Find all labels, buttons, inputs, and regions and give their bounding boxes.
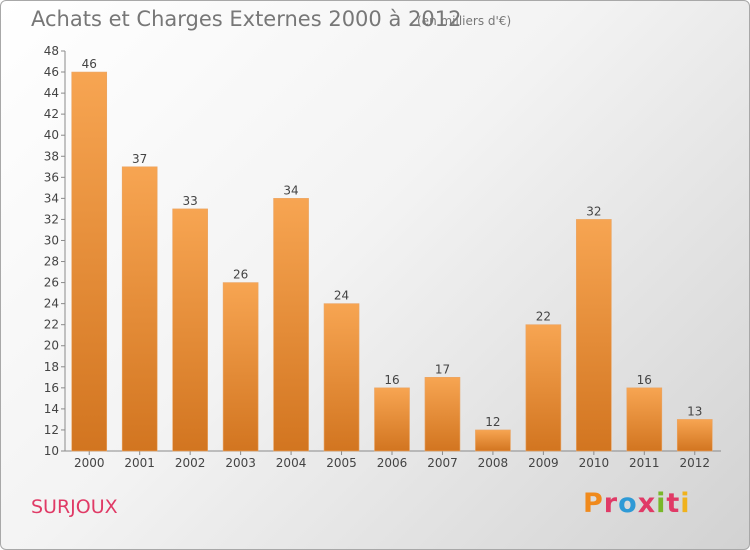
logo-letter: o: [618, 488, 638, 519]
bar-2000: [71, 71, 108, 452]
logo-letter: P: [583, 488, 604, 519]
y-tick-label: 34: [44, 191, 59, 205]
y-tick-label: 24: [44, 297, 59, 311]
y-tick-label: 26: [44, 276, 59, 290]
x-tick-label-2008: 2008: [478, 456, 509, 470]
x-tick-label-2010: 2010: [579, 456, 610, 470]
logo-letter: r: [603, 488, 619, 519]
y-tick-label: 28: [44, 255, 59, 269]
commune-name: SURJOUX: [31, 496, 118, 518]
value-label-2007: 17: [435, 362, 450, 376]
x-tick-label-2004: 2004: [276, 456, 307, 470]
chart-units: (en milliers d'€): [417, 14, 512, 28]
bar-2003: [222, 282, 259, 452]
chart-title: Achats et Charges Externes 2000 à 2012: [31, 7, 462, 31]
y-tick-label: 10: [44, 444, 59, 458]
bar-2008: [475, 429, 511, 452]
y-tick-label: 42: [44, 107, 59, 121]
labels: 46 2000 37 2001 33 2002 26 2003 34 2004 24 2005 16 20…: [74, 57, 710, 470]
value-label-2001: 37: [132, 152, 147, 166]
bar-2005: [323, 303, 360, 452]
y-tick-label: 38: [44, 149, 59, 163]
proxiti-logo[interactable]: Proxiti: [583, 488, 691, 519]
y-tick-label: 44: [44, 86, 59, 100]
x-tick-label-2002: 2002: [175, 456, 206, 470]
logo-letter: t: [666, 488, 681, 519]
x-tick-label-2005: 2005: [326, 456, 357, 470]
y-tick-label: 12: [44, 423, 59, 437]
value-label-2005: 24: [334, 289, 349, 303]
value-label-2010: 32: [586, 204, 601, 218]
y-tick-label: 36: [44, 170, 59, 184]
value-label-2002: 33: [183, 194, 198, 208]
value-label-2009: 22: [536, 310, 551, 324]
value-label-2000: 46: [82, 57, 97, 71]
y-tick-label: 16: [44, 381, 59, 395]
value-label-2006: 16: [384, 373, 399, 387]
value-label-2012: 13: [687, 404, 702, 418]
y-tick-label: 22: [44, 318, 59, 332]
bar-2010: [576, 219, 612, 452]
x-tick-label-2000: 2000: [74, 456, 105, 470]
y-tick-label: 30: [44, 233, 59, 247]
x-tick-label-2011: 2011: [629, 456, 660, 470]
x-tick-label-2006: 2006: [377, 456, 408, 470]
value-label-2008: 12: [485, 415, 500, 429]
y-tick-label: 40: [44, 128, 59, 142]
y-tick-label: 46: [44, 65, 59, 79]
bar-2004: [273, 198, 309, 452]
value-label-2003: 26: [233, 268, 248, 282]
bar-2012: [676, 419, 713, 452]
x-tick-label-2007: 2007: [427, 456, 458, 470]
logo-letter: i: [656, 488, 667, 519]
y-tick-label: 20: [44, 339, 59, 353]
y-tick-label: 32: [44, 212, 59, 226]
x-tick-label-2003: 2003: [225, 456, 256, 470]
value-label-2004: 34: [283, 183, 298, 197]
y-tick-label: 18: [44, 360, 59, 374]
logo-letter: i: [680, 488, 691, 519]
x-tick-label-2001: 2001: [124, 456, 155, 470]
x-tick-label-2009: 2009: [528, 456, 559, 470]
x-tick-label-2012: 2012: [679, 456, 710, 470]
value-label-2011: 16: [637, 373, 652, 387]
bar-2011: [626, 387, 663, 452]
y-tick-label: 14: [44, 402, 59, 416]
bar-2002: [172, 208, 208, 452]
bar-2001: [121, 166, 158, 452]
bar-2007: [424, 377, 461, 452]
logo-letter: x: [637, 488, 657, 519]
y-tick-label: 48: [44, 44, 59, 58]
axes: 10 12 14 16 18 20 22 24 26 28 30 32 34 36 38 40 42 44 46 48: [44, 44, 721, 458]
bars: [71, 71, 713, 452]
bar-2006: [374, 387, 410, 452]
bar-2009: [525, 324, 562, 452]
